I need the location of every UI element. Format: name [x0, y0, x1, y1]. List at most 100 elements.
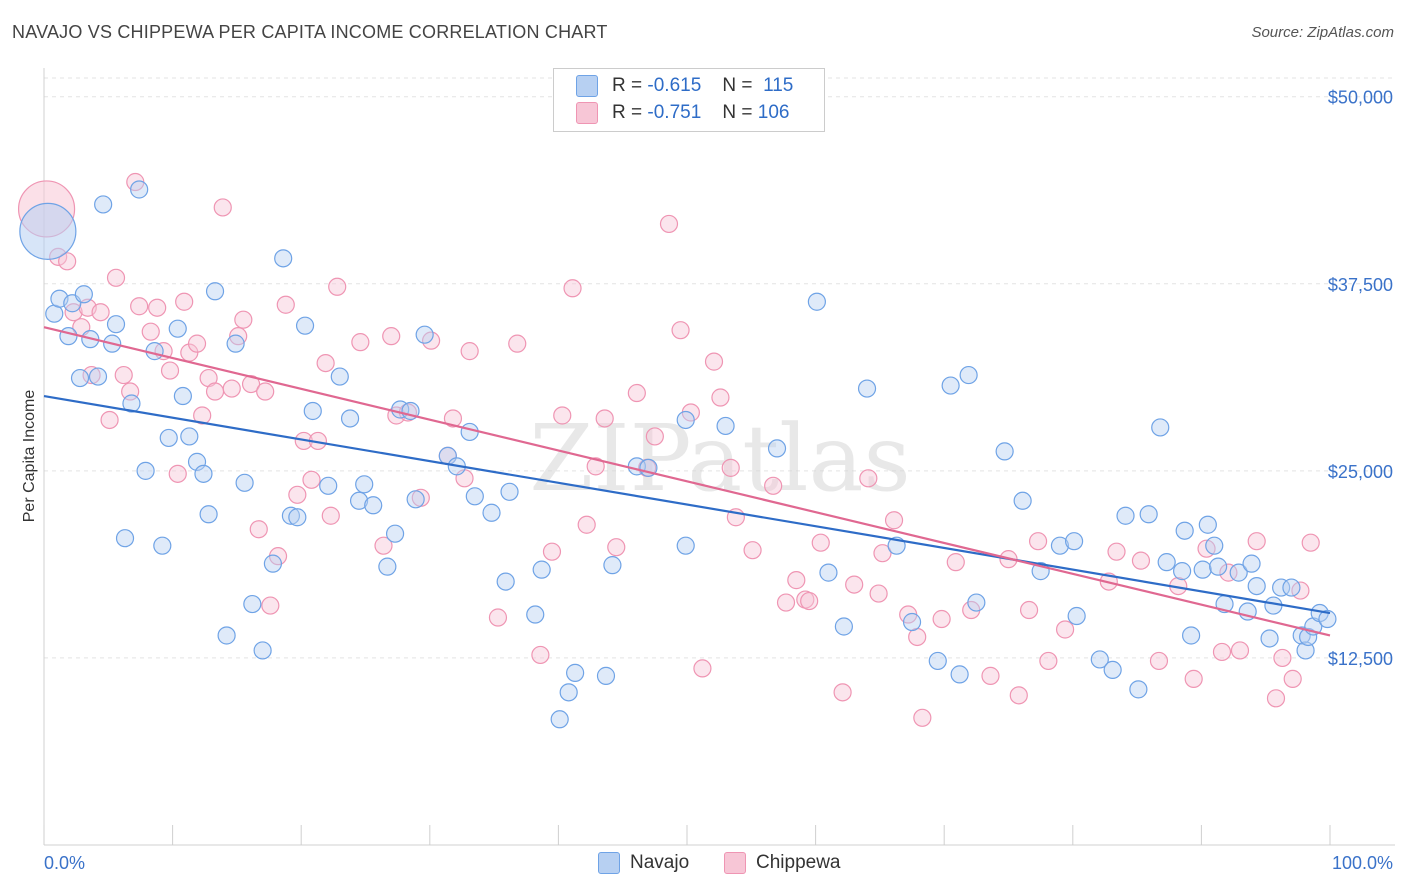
chippewa-point	[711, 388, 730, 407]
chippewa-point	[382, 327, 401, 346]
chippewa-point	[721, 458, 740, 477]
chippewa-r-value: -0.751	[647, 102, 702, 124]
chippewa-point	[229, 327, 248, 346]
chippewa-point	[1273, 648, 1292, 668]
navajo-point	[217, 626, 236, 645]
navajo-point	[1193, 560, 1212, 579]
navajo-point	[364, 496, 383, 515]
chippewa-point	[1107, 542, 1126, 561]
navajo-point	[288, 508, 307, 527]
navajo-point	[1205, 536, 1224, 555]
chippewa-swatch	[576, 102, 598, 124]
navajo-point	[526, 605, 545, 624]
legend-r-label: R =	[612, 75, 643, 97]
chippewa-point	[130, 297, 149, 316]
chippewa-point	[488, 608, 508, 627]
chippewa-point	[884, 511, 904, 530]
navajo-point	[857, 379, 877, 398]
navajo-point	[106, 315, 126, 334]
navajo-point	[19, 202, 77, 260]
navajo-point	[807, 292, 826, 311]
chippewa-point	[205, 382, 225, 401]
chippewa-point	[508, 334, 527, 353]
navajo-point	[235, 473, 254, 492]
chippewa-point	[1039, 651, 1058, 671]
navajo-point	[1151, 418, 1170, 437]
chippewa-point	[764, 476, 783, 495]
navajo-point	[676, 410, 695, 430]
navajo-point	[482, 503, 501, 522]
navajo-point	[1198, 515, 1217, 534]
navajo-point	[676, 536, 695, 555]
navajo-point	[226, 334, 245, 353]
chippewa-point	[800, 591, 819, 611]
y-tick-label: $12,500	[1328, 649, 1393, 669]
navajo-point	[340, 409, 360, 428]
navajo-point	[1139, 505, 1158, 524]
chippewa-point	[91, 303, 110, 322]
navajo-point	[385, 524, 405, 543]
chippewa-point	[659, 214, 679, 234]
navajo-point	[330, 367, 349, 386]
navajo-point	[415, 325, 434, 344]
chippewa-point	[859, 469, 878, 488]
chippewa-point	[627, 383, 646, 403]
navajo-point	[355, 475, 374, 494]
chippewa-point	[833, 683, 852, 702]
navajo-point	[941, 376, 960, 395]
chippewa-trend-line	[43, 326, 1331, 637]
navajo-point	[967, 593, 986, 612]
chippewa-point	[1149, 651, 1169, 671]
navajo-point	[145, 342, 164, 361]
navajo-point	[1050, 536, 1070, 555]
navajo-point	[902, 612, 922, 632]
navajo-point	[1299, 627, 1318, 647]
chippewa-point	[175, 292, 194, 311]
chippewa-point	[787, 571, 806, 590]
chippewa-point	[1184, 669, 1203, 688]
chippewa-point	[1283, 669, 1302, 688]
navajo-point	[130, 180, 149, 199]
navajo-point	[1013, 491, 1032, 510]
chippewa-point	[1219, 563, 1238, 582]
source-label: Source: ZipAtlas.com	[1251, 24, 1394, 41]
navajo-point	[1229, 563, 1248, 582]
chippewa-point	[328, 277, 347, 296]
chippewa-point	[1131, 551, 1151, 570]
navajo-point	[559, 683, 578, 702]
navajo-point	[281, 506, 301, 525]
navajo-point	[1209, 557, 1228, 576]
legend-n-label: N =	[722, 75, 753, 97]
navajo-point	[274, 249, 293, 268]
navajo-point	[70, 368, 90, 388]
chippewa-point	[374, 536, 393, 555]
chippewa-point	[531, 645, 550, 665]
chippewa-point	[869, 584, 888, 603]
chippewa-point	[276, 295, 295, 314]
chippewa-point	[981, 666, 1000, 685]
navajo-point	[950, 665, 969, 684]
chippewa-point	[351, 333, 370, 352]
navajo-n-value: 115	[763, 75, 794, 97]
navajo-point	[819, 563, 838, 582]
chippewa-point	[82, 365, 101, 385]
chippewa-point	[595, 409, 614, 428]
navajo-point	[1064, 532, 1084, 551]
y-axis-title: Per Capita Income	[21, 390, 38, 523]
chippewa-point	[141, 322, 160, 341]
navajo-point	[1157, 553, 1176, 572]
navajo-point	[716, 416, 735, 436]
chippewa-point	[1266, 689, 1286, 708]
chippewa-point	[704, 352, 724, 371]
chippewa-point	[222, 379, 241, 398]
navajo-point	[94, 195, 113, 214]
navajo-point	[1318, 609, 1337, 629]
chippewa-point	[743, 541, 762, 560]
navajo-trend-line	[43, 394, 1331, 615]
navajo-point	[74, 285, 93, 304]
navajo-point	[205, 282, 225, 301]
chippewa-point	[913, 708, 932, 727]
chippewa-point	[316, 353, 335, 373]
chippewa-point	[946, 553, 965, 572]
